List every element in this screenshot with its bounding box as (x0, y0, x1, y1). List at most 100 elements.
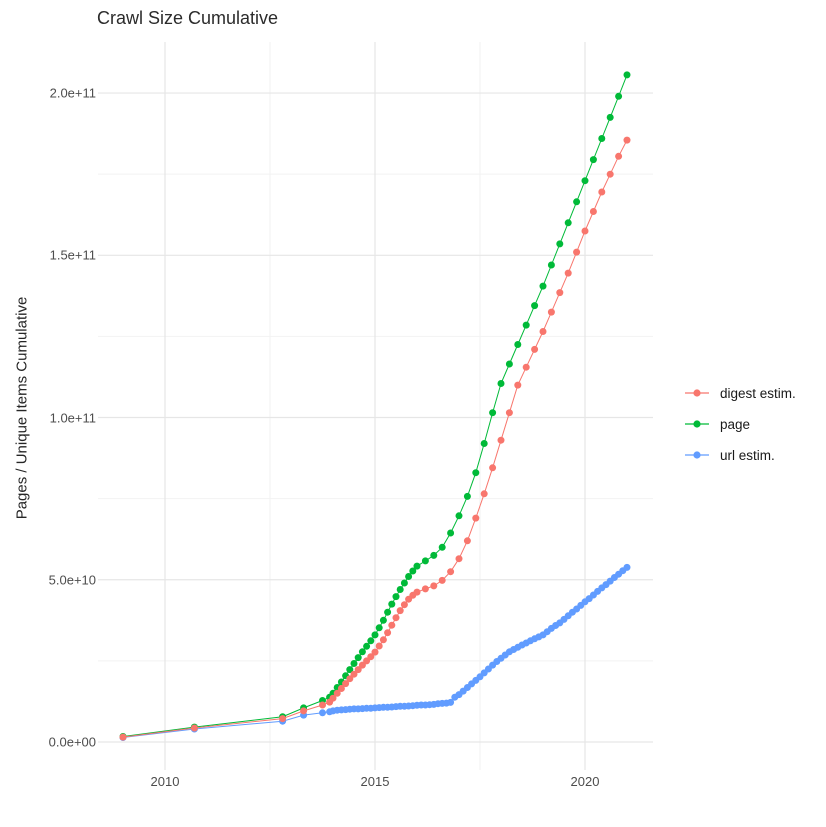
data-point (447, 698, 455, 706)
data-point (354, 666, 362, 674)
data-point (531, 302, 539, 310)
data-point (615, 92, 623, 100)
data-point (438, 576, 446, 584)
data-point (514, 341, 522, 348)
data-point (623, 563, 631, 571)
data-point (337, 685, 345, 692)
data-point (455, 555, 463, 563)
data-point (367, 653, 375, 661)
data-point (413, 562, 421, 570)
data-point (421, 585, 429, 593)
data-point (489, 464, 497, 472)
data-point (581, 177, 589, 185)
data-point (350, 670, 358, 678)
data-point (430, 551, 438, 559)
data-point (606, 170, 614, 178)
data-point (384, 608, 392, 616)
data-point (300, 707, 308, 715)
x-tick-label: 2010 (150, 774, 180, 789)
data-point (472, 469, 480, 477)
data-point (455, 512, 463, 520)
data-point (384, 629, 392, 637)
data-point (329, 694, 337, 702)
data-point (514, 381, 522, 389)
data-point (319, 701, 326, 709)
legend-label: digest estim. (720, 385, 796, 401)
legend-item-digest-estim: digest estim. (684, 381, 796, 405)
data-point (556, 240, 564, 248)
data-point (598, 188, 606, 196)
data-point (531, 345, 539, 353)
data-point (522, 321, 530, 329)
legend-key-icon (685, 420, 709, 428)
data-point (388, 621, 396, 629)
data-point (350, 660, 358, 667)
data-point (505, 409, 513, 417)
data-point (505, 360, 513, 368)
data-point (400, 579, 408, 587)
data-point (564, 269, 572, 277)
y-tick-label: 2.0e+11 (49, 85, 96, 101)
data-point (539, 328, 547, 335)
data-point (539, 282, 547, 290)
data-point (363, 642, 371, 650)
data-point (598, 135, 606, 142)
data-point (573, 198, 581, 206)
data-point (623, 136, 631, 144)
data-point (371, 648, 379, 656)
series-digest-estim (119, 136, 631, 741)
data-point (589, 208, 597, 215)
data-point (623, 71, 631, 79)
y-tick-label: 0.0e+00 (48, 734, 96, 750)
y-tick-label: 5.0e+10 (48, 572, 96, 588)
data-point (319, 709, 326, 717)
y-tick-label: 1.0e+11 (49, 410, 96, 426)
data-point (279, 715, 287, 723)
data-point (405, 573, 413, 580)
data-point (497, 380, 505, 387)
data-point (556, 289, 564, 297)
data-point (447, 568, 455, 576)
data-point (480, 440, 488, 447)
data-point (367, 637, 375, 645)
data-point (375, 624, 383, 632)
legend-label: url estim. (720, 447, 775, 463)
data-point (430, 582, 438, 590)
data-point (396, 607, 404, 615)
data-point (392, 614, 400, 622)
legend-key-icon (685, 451, 709, 459)
data-point (354, 654, 362, 662)
x-tick-label: 2020 (570, 774, 600, 789)
data-point (573, 248, 581, 256)
data-point (472, 514, 480, 522)
data-point (379, 636, 387, 644)
data-point (589, 156, 597, 164)
data-point (346, 666, 354, 674)
data-point (463, 492, 471, 500)
y-tick-label: 1.5e+11 (49, 247, 96, 263)
data-point (480, 490, 488, 498)
data-point (463, 537, 471, 545)
data-point (346, 675, 354, 683)
data-point (396, 586, 404, 593)
series-url-estim (119, 563, 631, 741)
data-point (333, 689, 341, 697)
data-point (379, 616, 387, 624)
data-point (371, 631, 379, 639)
data-point (547, 308, 555, 316)
data-point (438, 543, 446, 551)
data-point (581, 227, 589, 235)
plot-title: Crawl Size Cumulative (97, 8, 279, 28)
data-point (606, 113, 614, 121)
data-point (375, 642, 383, 650)
data-point (400, 601, 408, 609)
data-point (547, 261, 555, 269)
legend-item-page: page (684, 412, 796, 436)
legend-key-icon (685, 389, 709, 397)
legend: digest estim. page url estim. (684, 381, 796, 474)
data-point (489, 409, 497, 417)
data-point (413, 588, 421, 596)
x-tick-label: 2015 (360, 774, 390, 789)
data-point (447, 529, 455, 537)
